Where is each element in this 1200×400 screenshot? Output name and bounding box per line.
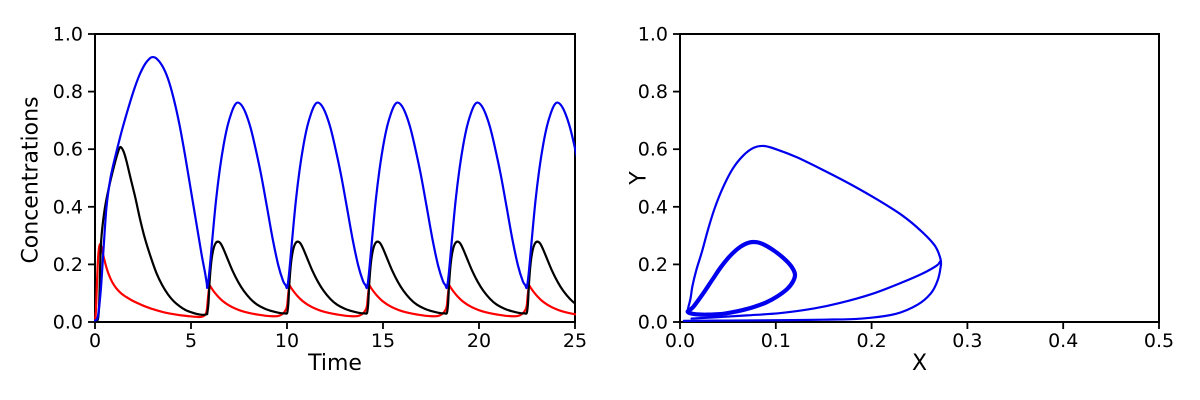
y-tick-label: 1.0 (638, 24, 668, 46)
phase_portrait-spines (679, 33, 1160, 323)
y-tick-label: 0.8 (638, 81, 668, 103)
x-tick-label: 0.0 (665, 330, 695, 352)
time-series-xlabel: Time (308, 351, 362, 376)
y-tick-label: 0.6 (638, 139, 668, 161)
red-concentration-curve (94, 243, 576, 323)
x-tick-label: 0.1 (761, 330, 791, 352)
time-series-ylabel: Concentrations (18, 96, 44, 264)
outer-transient-loop-curve (682, 144, 943, 322)
x-tick-label: 20 (467, 330, 491, 352)
phase-ylabel: Y (626, 171, 652, 185)
x-tick-label: 0.3 (952, 330, 982, 352)
x-tick-label: 0.5 (1144, 330, 1174, 352)
y-tick-label: 0.6 (53, 139, 83, 161)
x-tick-label: 10 (275, 330, 299, 352)
x-tick-label: 0.4 (1048, 330, 1078, 352)
y-tick-label: 0.0 (53, 312, 83, 334)
settling-approach-arc-curve (690, 260, 942, 320)
y-tick-label: 1.0 (53, 24, 83, 46)
x-tick-label: 0 (89, 330, 101, 352)
x-tick-label: 0.2 (856, 330, 886, 352)
blue-concentration-curve (94, 55, 576, 322)
limit-cycle-curve (685, 239, 798, 317)
phase-plot-area (680, 34, 1159, 322)
time_series-spines (94, 33, 576, 323)
time-series-plot-area (95, 34, 575, 322)
y-tick-label: 0.4 (53, 196, 83, 218)
y-tick-label: 0.4 (638, 196, 668, 218)
x-tick-label: 25 (563, 330, 587, 352)
phase-xlabel: X (911, 351, 928, 376)
black-concentration-curve (94, 145, 576, 323)
y-tick-label: 0.2 (638, 254, 668, 276)
y-tick-label: 0.8 (53, 81, 83, 103)
y-tick-label: 0.2 (53, 254, 83, 276)
x-tick-label: 15 (371, 330, 395, 352)
y-tick-label: 0.0 (638, 312, 668, 334)
x-tick-label: 5 (185, 330, 197, 352)
